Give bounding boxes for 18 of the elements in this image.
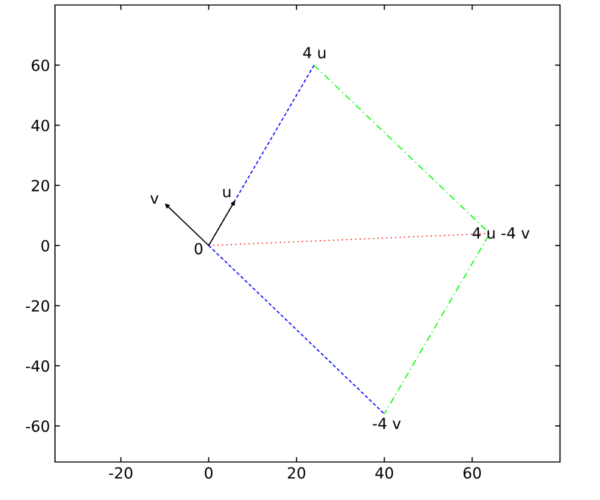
annotation: 4 u [303, 47, 326, 58]
annotation: -4 v [372, 418, 401, 429]
y-tick-label: -20 [26, 300, 50, 312]
x-tick-label: 60 [464, 467, 481, 479]
annotation: 0 [194, 242, 202, 254]
y-tick-label: 20 [32, 180, 50, 192]
x-tick-label: 0 [204, 467, 213, 479]
x-tick-label: -20 [109, 467, 132, 479]
annotation: 4 u -4 v [472, 227, 530, 239]
y-tick-label: 60 [32, 60, 50, 72]
y-tick-label: 40 [31, 120, 50, 132]
y-tick-label: -40 [26, 360, 50, 372]
x-tick-label: 20 [288, 467, 306, 479]
y-tick-label: 0 [41, 240, 50, 252]
annotation: v [150, 195, 158, 204]
y-tick-label: -60 [26, 420, 50, 432]
x-tick-label: 40 [375, 467, 394, 479]
annotation: u [223, 188, 230, 198]
